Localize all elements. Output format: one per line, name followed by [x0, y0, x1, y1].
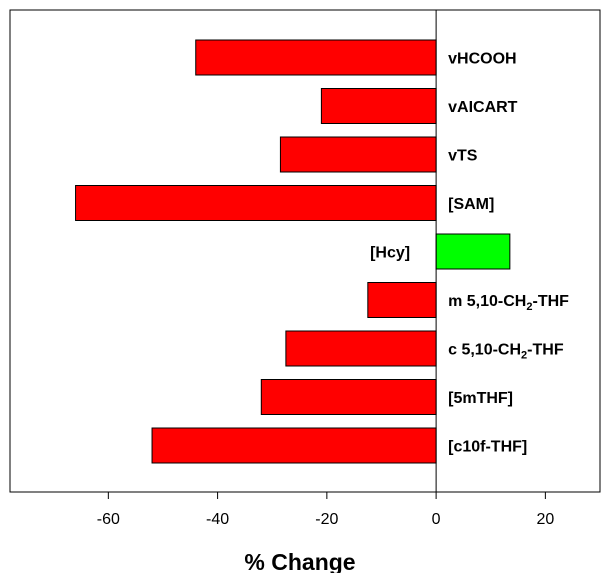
x-tick-label: -60	[97, 511, 120, 528]
bar-label: [SAM]	[448, 196, 494, 213]
bar	[320, 88, 437, 124]
x-tick-label: 0	[432, 511, 441, 528]
x-axis-ticks: -60 -40 -20 0 20	[97, 492, 554, 528]
bar-label: [c10f-THF]	[448, 439, 527, 456]
bar-label: vTS	[448, 148, 478, 165]
x-axis-title: % Change	[244, 549, 355, 573]
bar-labels-layer: vHCOOH vAICART vTS [SAM] [Hcy] m 5,10-CH2-THF…	[370, 51, 569, 456]
bar-label: vAICART	[448, 99, 518, 116]
bar	[260, 379, 437, 415]
bar-label: m 5,10-CH2-THF	[448, 293, 569, 313]
bar-label: vHCOOH	[448, 51, 516, 68]
bar-label: c 5,10-CH2-THF	[448, 342, 564, 362]
bar	[195, 39, 437, 76]
bar-label: [5mTHF]	[448, 390, 513, 407]
x-tick-label: -20	[315, 511, 338, 528]
bar	[285, 330, 437, 367]
bar	[279, 136, 437, 173]
bar-label: [Hcy]	[370, 245, 410, 262]
plot-frame	[9, 9, 601, 493]
bar	[367, 282, 437, 318]
x-tick-label: 20	[536, 511, 554, 528]
bar	[435, 233, 511, 270]
x-tick-label: -40	[206, 511, 229, 528]
bar	[151, 427, 437, 464]
bar	[75, 185, 437, 221]
bars-layer	[75, 39, 511, 464]
